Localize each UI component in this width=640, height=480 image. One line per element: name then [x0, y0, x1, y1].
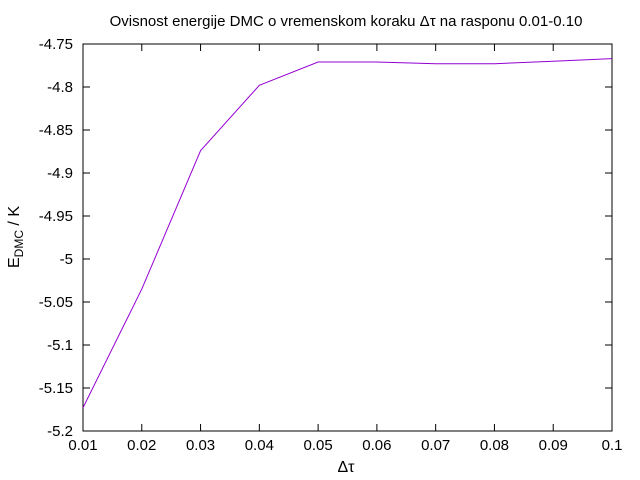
x-tick-label-9: 0.1	[602, 437, 623, 454]
y-axis-label-suffix: / K	[6, 206, 23, 230]
x-tick-label-5: 0.06	[362, 437, 391, 454]
x-tick-label-0: 0.01	[68, 437, 97, 454]
y-axis: -4.75 -4.8 -4.85 -4.9 -4.95 -5 -5.05 -5.1 -5.15 -…	[39, 36, 612, 440]
y-tick-label-6: -5.05	[39, 294, 73, 311]
y-axis-label: EDMC / K	[6, 206, 26, 268]
x-tick-label-4: 0.05	[304, 437, 333, 454]
y-tick-label-2: -4.85	[39, 122, 73, 139]
y-tick-label-8: -5.15	[39, 380, 73, 397]
x-tick-label-2: 0.03	[186, 437, 215, 454]
plot-frame	[82, 43, 613, 432]
chart-title: Ovisnost energije DMC o vremenskom korak…	[110, 13, 583, 30]
y-tick-label-0: -4.75	[39, 36, 73, 53]
x-tick-label-1: 0.02	[127, 437, 156, 454]
y-tick-label-3: -4.9	[47, 165, 73, 182]
y-tick-label-9: -5.2	[47, 423, 73, 440]
y-tick-label-1: -4.8	[47, 79, 73, 96]
y-tick-label-5: -5	[60, 251, 73, 268]
x-axis: 0.01 0.02 0.03 0.04 0.05 0.06 0.07 0.08 0.09 0.1	[68, 44, 622, 454]
x-tick-label-3: 0.04	[245, 437, 274, 454]
series-line	[82, 58, 613, 409]
x-axis-label: Δτ	[337, 459, 355, 476]
x-tick-label-8: 0.09	[539, 437, 568, 454]
y-tick-label-7: -5.1	[47, 337, 73, 354]
y-axis-label-sub: DMC	[12, 230, 26, 258]
x-tick-label-7: 0.08	[480, 437, 509, 454]
y-axis-label-main: E	[6, 257, 23, 268]
x-tick-label-6: 0.07	[421, 437, 450, 454]
y-tick-label-4: -4.95	[39, 208, 73, 225]
